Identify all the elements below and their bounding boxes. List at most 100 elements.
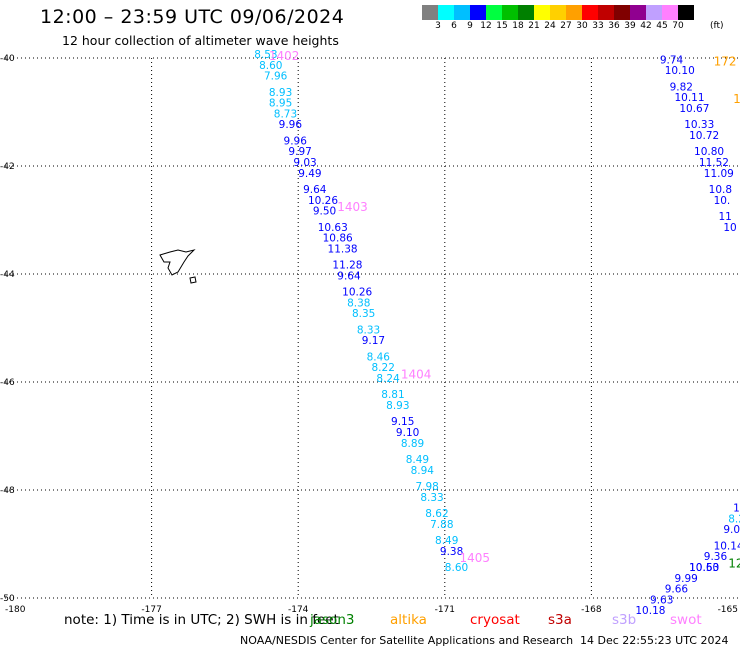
legend-label-42: 42 [640, 21, 652, 31]
page-subtitle: 12 hour collection of altimeter wave hei… [62, 33, 339, 48]
wave-height-value: 10.33 [684, 119, 714, 131]
track-time-label: 1404 [401, 368, 432, 382]
x-tick-label: -180 [5, 605, 26, 615]
legend-swatch-1 [438, 5, 454, 20]
legend-swatch-9 [566, 5, 582, 20]
wave-height-value: 9.15 [391, 416, 414, 428]
y-tick-label: -48 [0, 486, 15, 496]
legend-swatch-12 [614, 5, 630, 20]
wave-height-value: 10 [723, 222, 736, 234]
y-tick-label: -40 [0, 54, 15, 64]
axis-ticks: -180 -177 -174 -171 -168 -165-40-42-44-46-48-… [0, 54, 738, 615]
legend-swatch-15 [662, 5, 678, 20]
track-east-south: 108.29.02 10.149.3610.5310.609.999.669.63… [635, 503, 740, 618]
wave-height-value: 10.86 [323, 233, 353, 245]
wave-height-value: 10.11 [674, 92, 704, 104]
track-time-labels: 1402 1403 1404 1405 172 1 124 [269, 49, 740, 571]
legend-swatch-6 [518, 5, 534, 20]
wave-height-value: 8.49 [406, 454, 429, 466]
track-time-label: 1402 [269, 49, 300, 63]
wave-height-value: 8.2 [728, 513, 740, 525]
legend-swatch-11 [598, 5, 614, 20]
wave-height-value: 11.28 [332, 260, 362, 272]
legend-label-27: 27 [560, 21, 572, 31]
wave-height-value: 9.02 [723, 524, 740, 536]
wave-height-value: 8.89 [401, 438, 424, 450]
legend-label-15: 15 [496, 21, 508, 31]
wave-height-value: 9.17 [362, 335, 385, 347]
wave-height-value: 8.94 [411, 465, 435, 477]
wave-height-value: 11 [718, 211, 731, 223]
wave-height-value: 8.22 [372, 362, 395, 374]
wave-height-value: 10.63 [318, 222, 348, 234]
wave-height-value: 9.74 [660, 54, 684, 66]
wave-height-value: 10.18 [635, 605, 665, 617]
legend-unit: (ft) [710, 21, 724, 31]
wave-height-value: 8.38 [347, 297, 370, 309]
page-title: 12:00 – 23:59 UTC 09/06/2024 [40, 6, 345, 28]
legend-swatch-2 [454, 5, 470, 20]
wave-height-value: 8.35 [352, 308, 375, 320]
wave-height-value: 9.97 [288, 146, 311, 158]
wave-height-value: 9.50 [313, 206, 336, 218]
track-time-label: 172 [714, 54, 737, 68]
x-tick-label: -168 [581, 605, 602, 615]
x-tick-label: -171 [435, 605, 455, 615]
track-east-north: 9.7410.109.8210.1110.6710.3310.7210.8011… [660, 54, 737, 233]
legend-label-18: 18 [512, 21, 524, 31]
wave-height-value: 11.09 [704, 168, 734, 180]
legend-swatch-8 [550, 5, 566, 20]
legend-label-45: 45 [656, 21, 668, 31]
wave-height-value: 7.98 [415, 481, 438, 493]
wave-height-value: 8.24 [376, 373, 400, 385]
wave-height-value: 10.10 [665, 65, 695, 77]
wave-height-value: 9.96 [284, 135, 308, 147]
legend-swatch-7 [534, 5, 550, 20]
legend-swatch-10 [582, 5, 598, 20]
legend-label-33: 33 [592, 21, 604, 31]
y-tick-label: -42 [0, 162, 15, 172]
legend-label-39: 39 [624, 21, 636, 31]
wave-height-value: 9.63 [650, 594, 673, 606]
legend-swatch-5 [502, 5, 518, 20]
wave-height-value: 10 [733, 503, 740, 515]
track-time-label: 1405 [459, 551, 490, 565]
wave-height-value: 8.60 [445, 562, 468, 574]
y-tick-label: -50 [0, 594, 15, 604]
island-shape [159, 249, 196, 276]
footer-generated-date: 14 Dec 22:55:23 UTC 2024 [580, 634, 729, 647]
wave-height-value: 10.8 [709, 184, 732, 196]
wave-height-value: 9.36 [704, 551, 728, 563]
legend-label-21: 21 [528, 21, 540, 31]
legend-label-24: 24 [544, 21, 556, 31]
wave-height-value: 8.33 [420, 492, 443, 504]
graticule [5, 57, 738, 599]
wave-height-value: 9.10 [396, 427, 419, 439]
track-west: 8.538.607.968.938.958.739.969.969.979.03… [254, 49, 468, 574]
wave-height-value: 8.95 [269, 98, 292, 110]
y-tick-label: -46 [0, 378, 15, 388]
wave-height-value: 9.66 [665, 584, 689, 596]
legend-swatch-3 [470, 5, 486, 20]
footer-note: note: 1) Time is in UTC; 2) SWH is in fe… [64, 612, 339, 628]
legend-label-12: 12 [480, 21, 492, 31]
wave-height-value: 10.14 [714, 540, 740, 552]
wave-height-value: 8.93 [269, 87, 292, 99]
track-time-label: 124 [728, 557, 740, 571]
wave-height-value: 10.26 [308, 195, 338, 207]
altimeter-tracks: 8.538.607.968.938.958.739.969.969.979.03… [254, 49, 740, 617]
y-tick-label: -44 [0, 270, 15, 280]
wave-height-value: 7.96 [264, 71, 288, 83]
wave-height-value: 10.60 [689, 562, 719, 574]
wave-height-value: 9.03 [293, 157, 316, 169]
wave-height-color-legend [422, 5, 694, 20]
legend-label-9: 9 [467, 21, 473, 31]
legend-label-70: 70 [672, 21, 684, 31]
island-outline [159, 249, 197, 284]
wave-height-value: 9.64 [337, 270, 361, 282]
wave-height-value: 11.38 [328, 243, 358, 255]
track-time-label: 1 [733, 92, 740, 106]
satellite-label-s3b: s3b [612, 612, 637, 628]
wave-height-value: 9.96 [279, 119, 303, 131]
wave-height-value: 10.53 [689, 562, 719, 574]
